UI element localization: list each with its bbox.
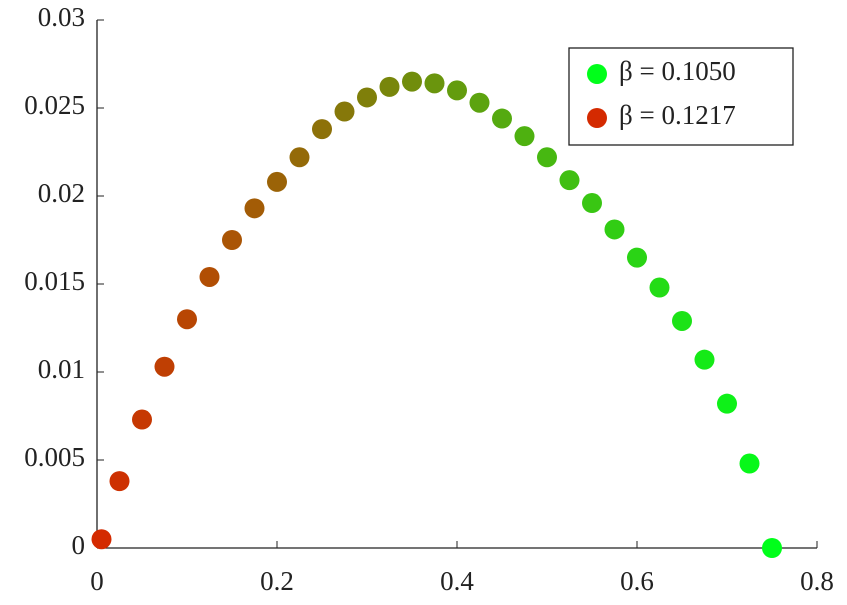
- scatter-point: [379, 76, 400, 97]
- scatter-point: [357, 87, 377, 108]
- legend-label: β = 0.1217: [619, 100, 736, 130]
- scatter-point: [739, 453, 760, 474]
- scatter-point: [604, 219, 625, 240]
- y-tick-label: 0.02: [38, 178, 85, 208]
- scatter-point: [537, 147, 557, 168]
- scatter-point: [334, 101, 355, 122]
- scatter-point: [627, 247, 647, 268]
- scatter-point: [402, 71, 422, 92]
- y-tick-label: 0.015: [24, 266, 85, 296]
- scatter-point: [492, 108, 512, 129]
- x-tick-label: 0.2: [260, 566, 294, 596]
- y-tick-label: 0.01: [38, 354, 85, 384]
- legend-marker: [587, 64, 607, 84]
- scatter-point: [109, 471, 130, 492]
- scatter-point: [177, 309, 197, 330]
- scatter-point: [91, 529, 112, 550]
- y-tick-label: 0.005: [24, 442, 85, 472]
- x-tick-label: 0: [90, 566, 104, 596]
- scatter-point: [289, 147, 310, 168]
- y-tick-label: 0: [72, 530, 86, 560]
- scatter-point: [244, 198, 265, 219]
- scatter-point: [672, 310, 692, 331]
- scatter-point: [762, 538, 782, 558]
- legend-marker: [587, 108, 607, 128]
- scatter-point: [694, 349, 715, 370]
- x-tick-label: 0.4: [440, 566, 474, 596]
- scatter-point: [559, 170, 580, 191]
- y-tick-label: 0.025: [24, 90, 85, 120]
- scatter-point: [469, 92, 490, 113]
- scatter-point: [717, 393, 737, 414]
- scatter-point: [649, 277, 670, 298]
- scatter-point: [132, 409, 152, 430]
- y-tick-label: 0.03: [38, 2, 85, 32]
- scatter-point: [424, 73, 445, 94]
- x-tick-label: 0.6: [620, 566, 654, 596]
- scatter-point: [199, 266, 220, 287]
- scatter-point: [267, 171, 287, 192]
- scatter-point: [154, 356, 175, 377]
- scatter-point: [312, 119, 332, 140]
- legend-label: β = 0.1050: [619, 56, 736, 86]
- scatter-point: [514, 126, 535, 147]
- x-tick-label: 0.8: [800, 566, 834, 596]
- scatter-point: [582, 193, 602, 214]
- scatter-point: [447, 80, 467, 101]
- legend-box: [568, 47, 794, 146]
- scatter-point: [222, 230, 242, 250]
